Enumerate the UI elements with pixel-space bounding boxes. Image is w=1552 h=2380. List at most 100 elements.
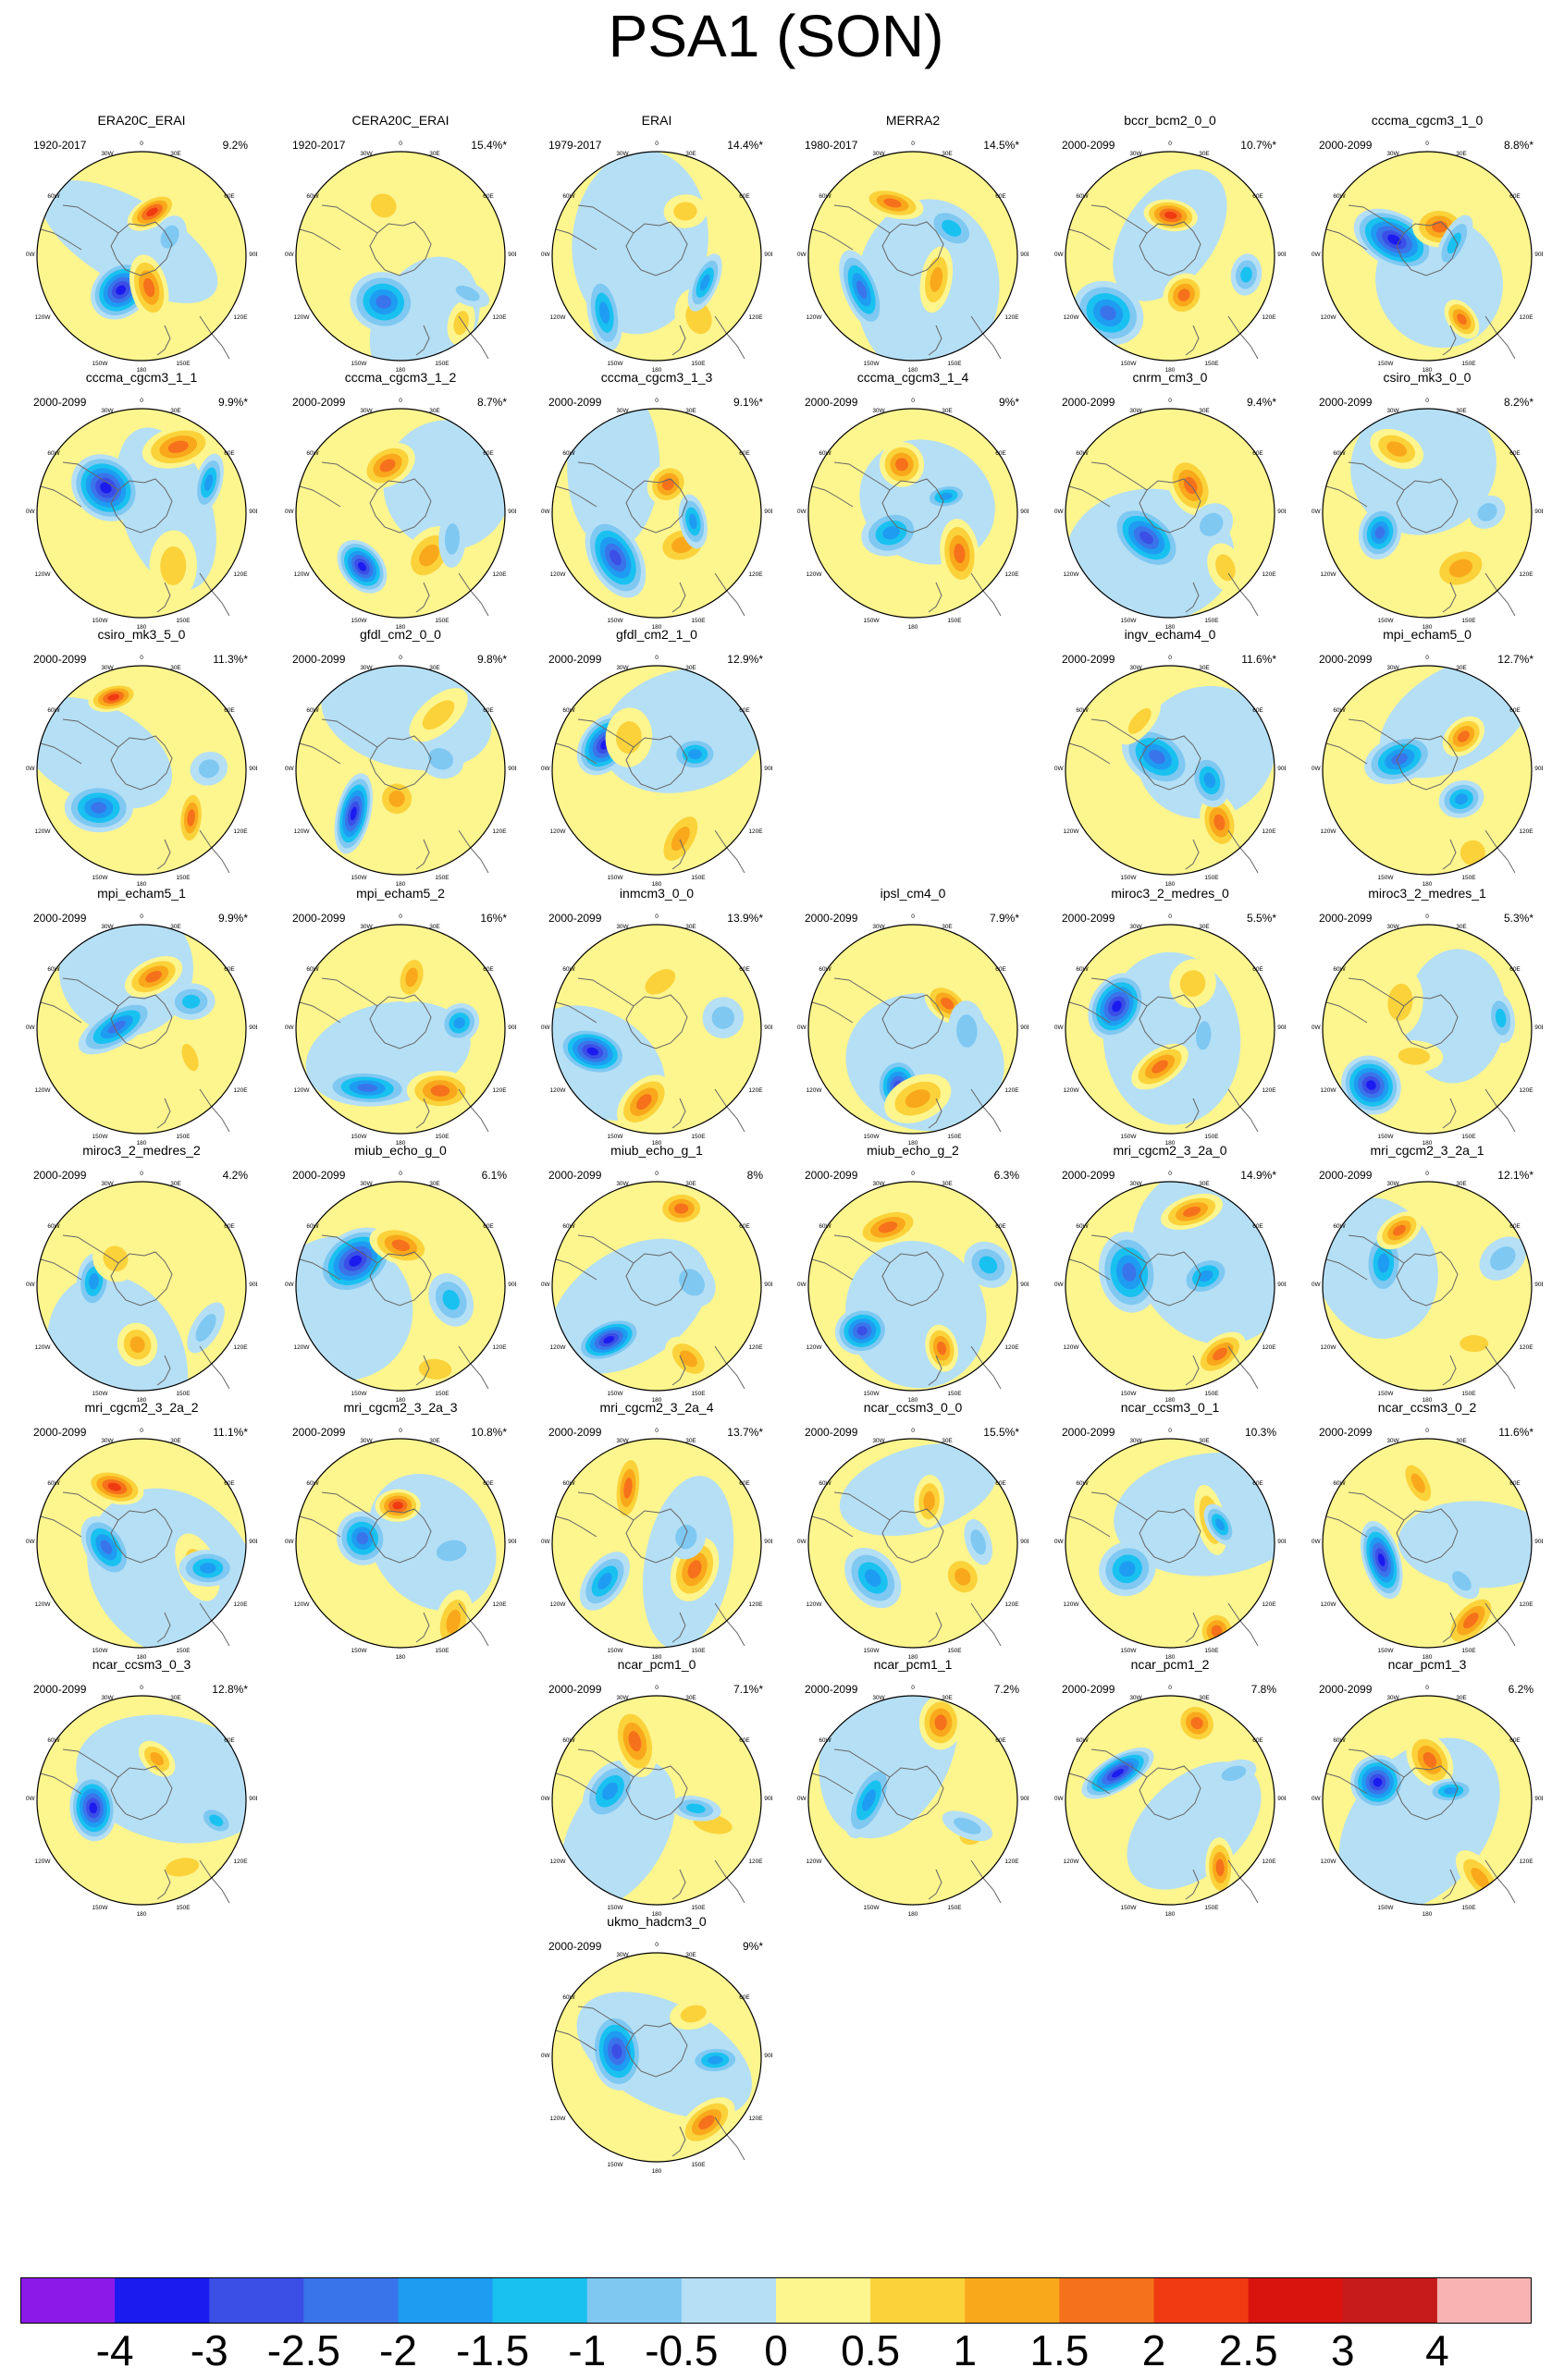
longitude-label: 150E	[1461, 1905, 1476, 1911]
map-panel: cccma_cgcm3_1_3 2000-2099 9.1%* 0 30W 30E 60W 6…	[541, 370, 772, 629]
coastline	[299, 461, 489, 617]
coastline	[1068, 718, 1259, 874]
panel-variance-percent: 8%	[746, 1169, 763, 1182]
longitude-label: 90W	[541, 766, 551, 772]
longitude-label: 90W	[285, 1024, 295, 1031]
longitude-label: 30E	[170, 1438, 181, 1444]
longitude-label: 150E	[435, 1391, 450, 1397]
colorbar-tick-label: 4	[1425, 2326, 1449, 2374]
longitude-label: 90E	[249, 1539, 257, 1545]
longitude-label: 60W	[1333, 193, 1346, 200]
longitude-label: 90E	[1020, 1282, 1029, 1288]
colorbar-swatch	[586, 2277, 683, 2324]
longitude-label: 180	[1165, 367, 1176, 372]
longitude-label: 120E	[233, 1859, 248, 1865]
longitude-label: 30W	[360, 151, 373, 157]
polar-stereographic-map: 0 30W 30E 60W 60E 90W 90E 120W 120E 150W 150E 180	[285, 1171, 516, 1402]
polar-stereographic-map: 0 30W 30E 60W 60E 90W 90E 120W 120E 150W 150E 180	[1054, 1428, 1286, 1659]
longitude-label: 0	[1425, 1428, 1429, 1434]
longitude-label: 120W	[1321, 828, 1337, 835]
longitude-label: 120W	[550, 828, 567, 835]
coastline	[1325, 718, 1516, 874]
polar-stereographic-map: 0 30W 30E 60W 60E 90W 90E 120W 120E 150W 150E 180	[1312, 398, 1543, 629]
longitude-label: 120W	[294, 571, 311, 578]
longitude-label: 120E	[1519, 1601, 1534, 1608]
contour-field	[37, 409, 246, 618]
colorbar-swatch	[870, 2277, 966, 2324]
longitude-label: 60W	[1076, 966, 1089, 973]
panel-variance-percent: 14.5%*	[983, 139, 1019, 152]
longitude-label: 150E	[176, 1905, 191, 1911]
panel-period: 2000-2099	[548, 1683, 602, 1696]
panel-period: 2000-2099	[1062, 1683, 1115, 1696]
longitude-label: 150E	[176, 875, 191, 881]
longitude-label: 0	[1425, 655, 1429, 661]
longitude-label: 120W	[550, 1344, 567, 1351]
panel-period: 2000-2099	[805, 1683, 858, 1696]
longitude-label: 120E	[1519, 571, 1534, 578]
map-panel: miub_echo_g_1 2000-2099 8% 0 30W 30E 60W 60E 90W…	[541, 1143, 772, 1402]
longitude-label: 120W	[294, 1087, 311, 1094]
longitude-label: 0	[140, 1428, 143, 1434]
map-panel: ipsl_cm4_0 2000-2099 7.9%* 0 30W 30E 60W 60E 90W…	[797, 886, 1029, 1145]
colorbar-tick-label: 1.5	[1029, 2326, 1090, 2374]
longitude-label: 90W	[285, 1539, 295, 1545]
panel-title: cccma_cgcm3_1_4	[856, 370, 969, 385]
longitude-label: 60W	[1333, 1737, 1346, 1744]
panel-variance-percent: 12.9%*	[727, 653, 763, 666]
longitude-label: 120W	[1064, 314, 1080, 321]
panel-title: mri_cgcm2_3_2a_2	[84, 1400, 199, 1415]
longitude-label: 180	[1165, 1397, 1176, 1402]
panel-variance-percent: 14.4%*	[727, 139, 763, 152]
longitude-label: 90W	[26, 1796, 36, 1802]
panel-variance-percent: 9%*	[998, 396, 1019, 409]
longitude-label: 150W	[92, 1391, 109, 1397]
longitude-label: 180	[1423, 1140, 1433, 1145]
longitude-label: 120W	[807, 1859, 823, 1865]
longitude-label: 90E	[1277, 1282, 1286, 1288]
panel-variance-percent: 15.5%*	[983, 1426, 1019, 1439]
coastline	[1068, 1748, 1259, 1904]
polar-stereographic-map: 0 30W 30E 60W 60E 90W 90E 120W 120E 150W 150E 180	[1312, 141, 1543, 372]
longitude-label: 150E	[947, 1134, 962, 1140]
longitude-label: 30E	[170, 408, 181, 414]
longitude-label: 120W	[1064, 1601, 1080, 1608]
longitude-label: 150E	[691, 2162, 706, 2168]
longitude-label: 90W	[1312, 1539, 1322, 1545]
longitude-label: 60E	[995, 1223, 1006, 1230]
panel-period: 2000-2099	[33, 1426, 87, 1439]
longitude-label: 30E	[685, 1952, 696, 1958]
panel-variance-percent: 11.6%*	[1498, 1426, 1534, 1439]
longitude-label: 150E	[691, 1134, 706, 1140]
longitude-label: 90W	[541, 2053, 551, 2059]
longitude-label: 180	[137, 1911, 147, 1916]
longitude-label: 30E	[170, 665, 181, 671]
colorbar-swatch	[1342, 2277, 1438, 2324]
longitude-label: 150W	[1121, 1134, 1138, 1140]
longitude-label: 120W	[35, 1601, 52, 1608]
longitude-label: 30E	[1199, 1438, 1210, 1444]
polar-stereographic-map: 0 30W 30E 60W 60E 90W 90E 120W 120E 150W 150E 180	[1054, 141, 1286, 372]
longitude-label: 60W	[1076, 450, 1089, 457]
longitude-label: 60E	[739, 1737, 750, 1744]
longitude-label: 30E	[429, 924, 440, 930]
longitude-label: 180	[396, 367, 406, 372]
coastline	[1325, 1748, 1516, 1904]
longitude-label: 150W	[92, 361, 109, 367]
longitude-label: 30E	[1456, 665, 1467, 671]
colorbar-tick-label: -4	[95, 2326, 134, 2374]
longitude-label: 120W	[35, 828, 52, 835]
coastline	[555, 204, 745, 360]
longitude-label: 150W	[1121, 618, 1138, 624]
longitude-label: 0	[1168, 1428, 1172, 1434]
longitude-label: 120W	[1064, 1344, 1080, 1351]
panel-variance-percent: 8.2%*	[1503, 396, 1534, 409]
longitude-label: 90W	[1312, 1024, 1322, 1031]
longitude-label: 60E	[1509, 450, 1521, 457]
longitude-label: 30W	[872, 408, 885, 414]
longitude-label: 30W	[1386, 665, 1399, 671]
longitude-label: 60W	[819, 966, 831, 973]
colorbar-tick-label: 0.5	[841, 2326, 901, 2374]
panel-variance-percent: 12.8%*	[212, 1683, 248, 1696]
longitude-label: 120W	[1064, 1859, 1080, 1865]
